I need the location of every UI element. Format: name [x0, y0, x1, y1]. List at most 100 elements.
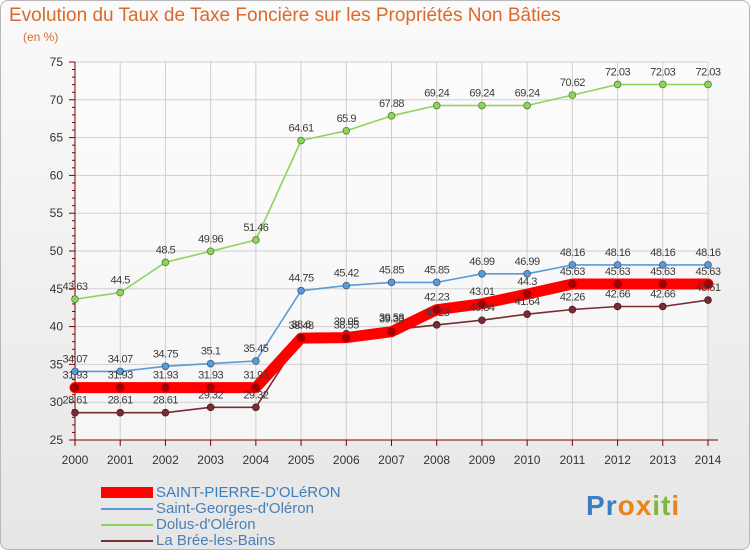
data-label: 42.66: [605, 288, 630, 300]
data-label: 72.03: [650, 66, 675, 78]
x-tick-label: 2002: [152, 453, 179, 467]
y-tick-label: 55: [50, 206, 64, 220]
data-label: 45.63: [650, 266, 675, 278]
data-label: 42.66: [650, 288, 675, 300]
data-label: 45.63: [695, 266, 720, 278]
x-tick-label: 2011: [559, 453, 585, 467]
legend-swatch-saint-georges: [101, 507, 153, 510]
x-tick-label: 2006: [333, 453, 360, 467]
data-point: [432, 305, 441, 314]
data-point: [252, 403, 260, 412]
data-label: 38.48: [289, 320, 314, 332]
data-point: [71, 295, 79, 303]
data-point: [252, 236, 260, 244]
x-tick-label: 2003: [197, 453, 224, 467]
data-label: 31.93: [198, 370, 223, 382]
logo-letter: x: [635, 490, 653, 521]
data-label: 69.24: [515, 88, 540, 100]
data-label: 49.96: [198, 233, 223, 245]
data-label: 41.64: [515, 296, 540, 308]
legend-label-saint-pierre: SAINT-PIERRE-D'OLéRON: [156, 484, 341, 501]
data-point: [613, 261, 622, 269]
legend-swatch-dolus: [101, 523, 153, 526]
y-tick-label: 65: [50, 131, 64, 145]
data-label: 72.03: [695, 66, 720, 78]
data-point: [478, 101, 486, 110]
data-label: 40.84: [469, 302, 494, 314]
data-label: 48.16: [650, 247, 675, 259]
data-label: 38.6: [291, 319, 311, 331]
data-label: 43.01: [469, 286, 494, 298]
data-point: [568, 91, 577, 99]
data-point: [206, 247, 215, 256]
legend-item-la-bree[interactable]: La Brée-les-Bains: [101, 532, 275, 549]
data-point: [658, 279, 667, 289]
data-point: [387, 327, 396, 336]
data-label: 31.93: [62, 370, 87, 382]
data-point: [161, 408, 170, 417]
data-label: 29.32: [243, 389, 268, 401]
data-label: 51.46: [243, 222, 268, 234]
data-point: [297, 286, 305, 295]
data-label: 69.24: [469, 88, 494, 100]
data-point: [387, 112, 396, 120]
unit-label: (en %): [23, 30, 59, 44]
legend-item-dolus[interactable]: Dolus-d'Oléron: [101, 516, 256, 533]
y-tick-label: 25: [50, 433, 64, 447]
data-point: [252, 357, 260, 365]
data-point: [432, 278, 441, 287]
data-point: [568, 305, 577, 314]
data-point: [206, 359, 215, 368]
data-label: 42.26: [560, 292, 585, 304]
data-point: [523, 269, 531, 278]
data-label: 28.61: [153, 395, 178, 407]
data-label: 43.51: [695, 282, 720, 294]
data-label: 67.88: [379, 98, 404, 110]
data-point: [161, 383, 170, 392]
data-label: 45.85: [379, 264, 404, 276]
data-label: 44.3: [517, 276, 537, 288]
y-tick-label: 45: [50, 282, 64, 296]
data-point: [613, 302, 622, 311]
logo-letter: o: [617, 490, 636, 521]
data-point: [116, 288, 125, 297]
data-label: 34.07: [108, 353, 133, 365]
legend-label-la-bree: La Brée-les-Bains: [156, 532, 276, 549]
data-point: [161, 258, 170, 267]
data-label: 48.16: [695, 247, 720, 259]
data-label: 29.32: [198, 389, 223, 401]
data-point: [297, 136, 305, 145]
data-label: 28.61: [108, 395, 133, 407]
data-point: [703, 279, 713, 289]
data-point: [432, 101, 441, 110]
data-label: 34.75: [153, 348, 178, 360]
y-tick-label: 75: [50, 55, 64, 69]
data-label: 45.63: [605, 266, 630, 278]
logo-letter: r: [605, 490, 618, 521]
data-point: [704, 296, 712, 304]
data-point: [432, 321, 441, 329]
data-label: 69.24: [424, 88, 449, 100]
data-label: 48.16: [605, 247, 630, 259]
data-label: 45.42: [334, 268, 359, 280]
data-label: 70.62: [560, 77, 585, 89]
legend-item-saint-georges[interactable]: Saint-Georges-d'Oléron: [101, 500, 314, 517]
data-label: 35.1: [201, 346, 221, 358]
data-point: [71, 367, 79, 376]
logo-letter: t: [661, 490, 672, 521]
x-tick-label: 2000: [62, 453, 89, 467]
x-tick-label: 2009: [469, 453, 496, 467]
legend-label-saint-georges: Saint-Georges-d'Oléron: [156, 500, 314, 517]
data-label: 42.23: [424, 292, 449, 304]
data-point: [613, 279, 622, 289]
data-point: [522, 289, 532, 299]
proxiti-logo: Proxiti: [586, 490, 680, 522]
legend-label-dolus: Dolus-d'Oléron: [156, 516, 256, 533]
data-label: 38.55: [334, 320, 359, 332]
legend-item-saint-pierre[interactable]: SAINT-PIERRE-D'OLéRON: [101, 484, 341, 501]
data-point: [478, 269, 486, 278]
data-label: 39.33: [379, 314, 404, 326]
data-point: [658, 261, 667, 269]
data-point: [523, 101, 531, 110]
